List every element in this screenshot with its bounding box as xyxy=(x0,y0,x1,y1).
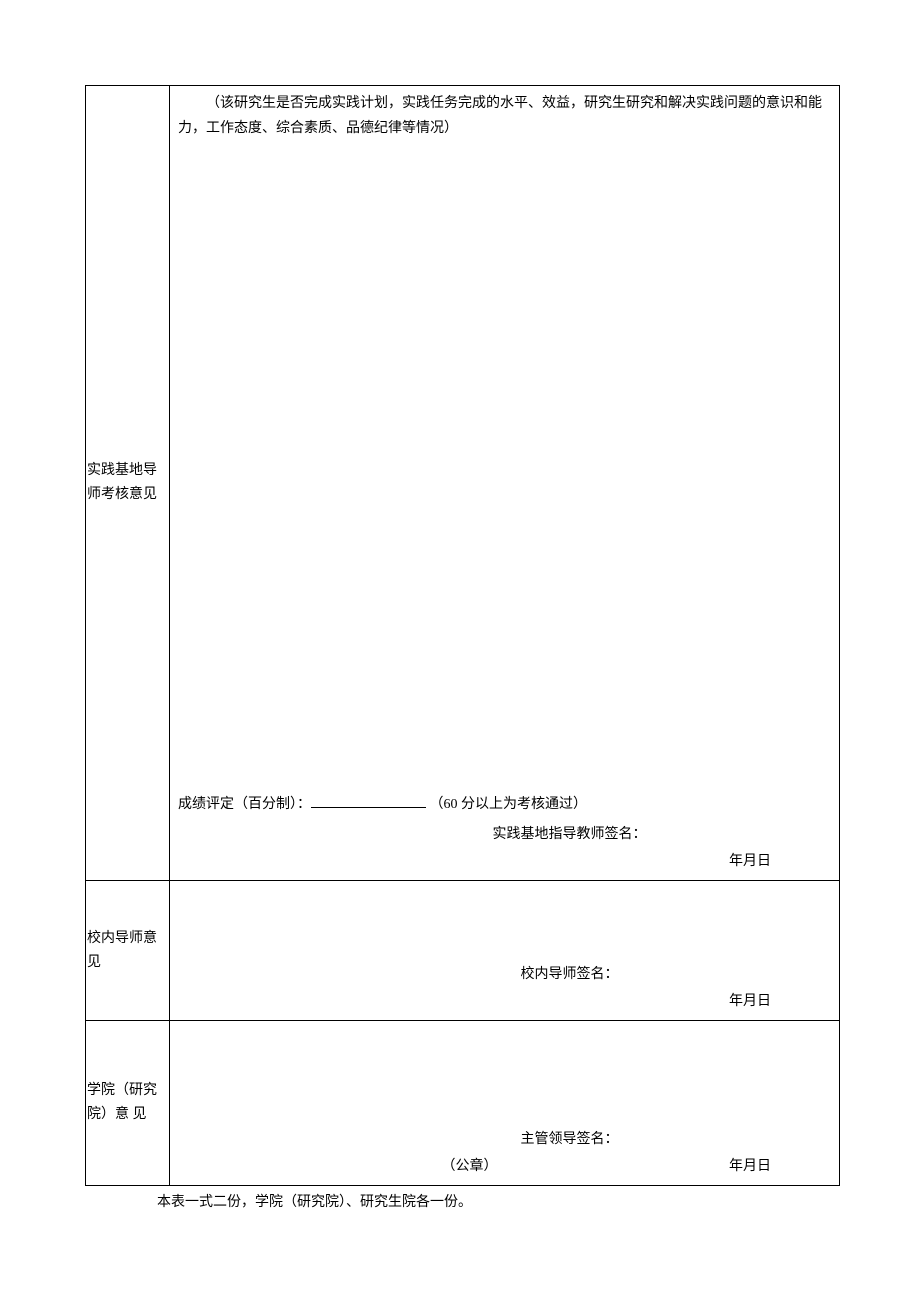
score-suffix: （60 分以上为考核通过） xyxy=(430,797,588,812)
table-row: 学院（研究院）意 见 主管领导签名： （公章） 年月日 xyxy=(86,1021,840,1186)
row1-signature-line: 实践基地指导教师签名： xyxy=(178,822,831,847)
row2-bottom-area: 校内导师签名： 年月日 xyxy=(178,962,831,1014)
row2-content: 校内导师签名： 年月日 xyxy=(170,881,840,1021)
row3-stamp-date-line: （公章） 年月日 xyxy=(178,1154,831,1179)
score-blank xyxy=(311,794,426,808)
row1-date-line: 年月日 xyxy=(178,849,831,874)
table-row: 校内导师意见 校内导师签名： 年月日 xyxy=(86,881,840,1021)
row2-date-line: 年月日 xyxy=(178,989,831,1014)
row3-label: 学院（研究院）意 见 xyxy=(86,1021,170,1186)
score-evaluation-line: 成绩评定（百分制）： （60 分以上为考核通过） xyxy=(178,792,831,817)
instruction-text: （该研究生是否完成实践计划，实践任务完成的水平、效益，研究生研究和解决实践问题的… xyxy=(178,91,831,141)
row3-content: 主管领导签名： （公章） 年月日 xyxy=(170,1021,840,1186)
stamp-label: （公章） xyxy=(178,1154,631,1179)
row3-bottom-area: 主管领导签名： （公章） 年月日 xyxy=(178,1127,831,1179)
score-prefix: 成绩评定（百分制）： xyxy=(178,797,311,812)
row1-bottom-area: 成绩评定（百分制）： （60 分以上为考核通过） 实践基地指导教师签名： 年月日 xyxy=(178,792,831,874)
row1-label: 实践基地导师考核意见 xyxy=(86,86,170,881)
footer-note: 本表一式二份，学院（研究院）、研究生院各一份。 xyxy=(85,1186,840,1215)
row1-content: （该研究生是否完成实践计划，实践任务完成的水平、效益，研究生研究和解决实践问题的… xyxy=(170,86,840,881)
row3-date-label: 年月日 xyxy=(631,1154,831,1179)
row2-signature-line: 校内导师签名： xyxy=(178,962,831,987)
row2-label: 校内导师意见 xyxy=(86,881,170,1021)
table-row: 实践基地导师考核意见 （该研究生是否完成实践计划，实践任务完成的水平、效益，研究… xyxy=(86,86,840,881)
row3-signature-line: 主管领导签名： xyxy=(178,1127,831,1152)
evaluation-form-table: 实践基地导师考核意见 （该研究生是否完成实践计划，实践任务完成的水平、效益，研究… xyxy=(85,85,840,1186)
